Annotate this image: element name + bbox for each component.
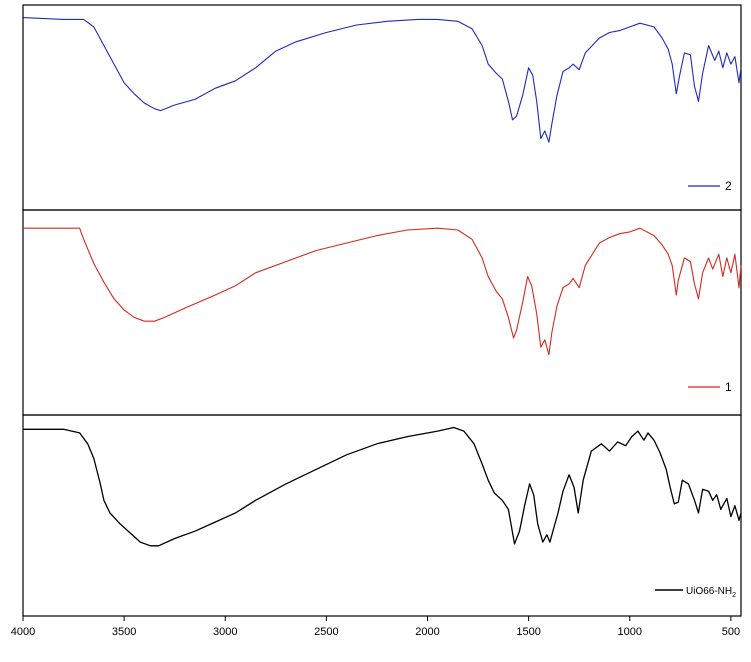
x-axis: 4000 3500 3000 2500 2000 1500 1000 500 (11, 616, 740, 638)
x-tick-label: 1500 (516, 626, 540, 638)
panel-bottom: UiO66-NH2 (22, 414, 742, 617)
series-line-1 (23, 227, 742, 356)
panel-bottom-frame (22, 414, 742, 617)
legend-label-uio66-nh2-subscript: 2 (732, 592, 736, 599)
x-tick-label: 4000 (11, 626, 35, 638)
x-tick-label: 3500 (112, 626, 136, 638)
legend-label-uio66-nh2: UiO66-NH2 (686, 586, 736, 599)
x-tick-label: 2500 (314, 626, 338, 638)
series-line-2 (22, 17, 742, 143)
x-tick-label: 1000 (618, 626, 642, 638)
legend-label-uio66-nh2-main: UiO66-NH (686, 586, 732, 597)
legend-label-1: 1 (725, 380, 732, 394)
x-tick-label: 500 (722, 626, 740, 638)
legend-label-2: 2 (725, 179, 732, 193)
x-tick-label: 2000 (415, 626, 439, 638)
series-line-uio66-nh2 (23, 426, 742, 547)
x-tick-label: 3000 (213, 626, 237, 638)
